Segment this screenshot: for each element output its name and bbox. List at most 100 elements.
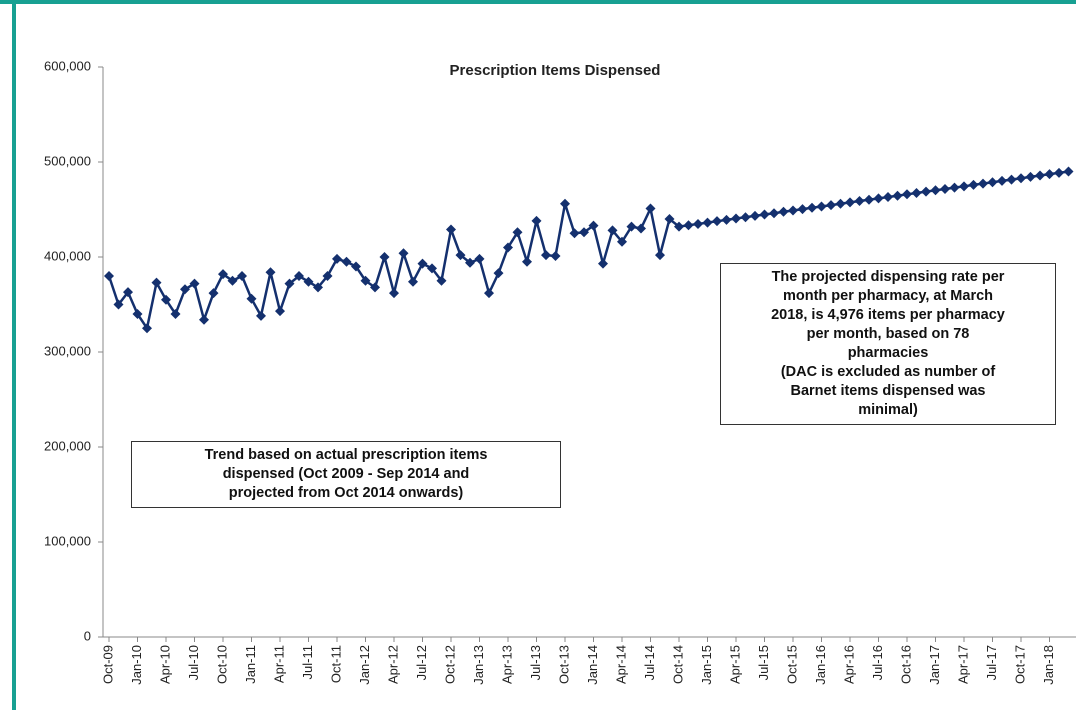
annotation-line: projected from Oct 2014 onwards) [228,485,464,501]
x-tick-label: Jul-11 [300,645,315,679]
point [807,202,817,213]
annotation-line: minimal) [858,402,918,418]
point [465,257,475,268]
point [883,192,893,203]
point [978,178,988,189]
point [921,186,931,197]
point [199,314,209,325]
point [104,271,114,281]
x-tick-label: Oct-17 [1012,645,1027,684]
point [332,253,342,264]
x-tick-label: Jan-17 [927,645,942,685]
frame [12,0,16,710]
annotation-line: Trend based on actual prescription items [204,447,488,463]
point [161,294,171,305]
point [987,177,998,188]
point [398,248,409,259]
point [997,175,1007,186]
point [911,187,922,198]
point [275,306,285,317]
annotation-line: 2018, is 4,976 items per pharmacy [771,307,1005,323]
annotation-line: pharmacies [847,345,929,361]
x-tick-label: Jul-12 [414,645,429,680]
annotation: The projected dispensing rate per month p… [720,263,1056,425]
x-tick-label: Jan-11 [243,645,258,684]
point [531,215,542,226]
point [246,293,257,304]
point [446,224,456,235]
point [769,208,779,219]
point [750,210,760,221]
point [474,253,485,264]
point [170,309,181,319]
point [1035,170,1045,181]
point [360,275,371,286]
annotation-line: dispensed (Oct 2009 - Sep 2014 and [222,466,470,482]
annotation: Trend based on actual prescription items… [131,441,561,508]
point [778,206,789,217]
point [284,278,295,289]
point [218,269,228,280]
point [265,267,276,278]
point [645,203,656,214]
x-tick-label: Apr-16 [841,645,856,684]
point [113,299,124,310]
point [1054,167,1064,178]
point [864,194,874,205]
point [845,197,855,208]
x-tick-label: Jan-14 [585,645,600,685]
y-tick-label: 200,000 [44,438,91,453]
point [788,205,798,216]
point [579,227,589,238]
point [702,217,713,228]
annotation-line: per month, based on 78 [806,326,970,342]
point [132,309,143,319]
point [455,250,466,261]
x-tick-label: Apr-10 [157,645,172,684]
point [892,190,903,201]
point [873,193,884,204]
x-tick-label: Apr-14 [613,645,628,684]
point [740,212,751,223]
point [227,275,238,286]
x-tick-label: Jan-18 [1041,645,1056,685]
point [189,278,200,289]
point [712,216,722,227]
x-tick-label: Oct-11 [328,645,343,683]
x-tick-label: Jan-15 [699,645,714,685]
y-tick-label: 500,000 [44,153,91,168]
x-tick-label: Oct-16 [898,645,913,684]
point [123,287,133,298]
point [1063,166,1074,177]
point [1025,171,1036,182]
point [797,204,808,215]
point [237,271,247,281]
point [512,227,523,238]
point [959,181,969,192]
point [835,198,846,209]
point [854,196,865,207]
x-tick-label: Oct-09 [100,645,115,684]
point [636,223,646,234]
point [617,236,627,247]
point [1016,173,1026,184]
y-tick-label: 400,000 [44,248,91,263]
point [968,179,979,190]
frame [0,0,1076,4]
x-tick-label: Jul-16 [870,645,885,680]
point [370,282,380,293]
x-tick-label: Jul-15 [756,645,771,680]
x-tick-label: Jan-12 [357,645,372,685]
point [560,198,570,209]
y-tick-label: 0 [84,628,91,643]
point [341,256,352,267]
annotation-line: The projected dispensing rate per [771,269,1005,285]
x-tick-label: Oct-14 [670,645,685,684]
point [655,250,665,261]
point [569,228,580,239]
point [607,225,618,236]
x-tick-label: Jul-17 [984,645,999,680]
point [721,214,732,225]
point [256,310,266,321]
